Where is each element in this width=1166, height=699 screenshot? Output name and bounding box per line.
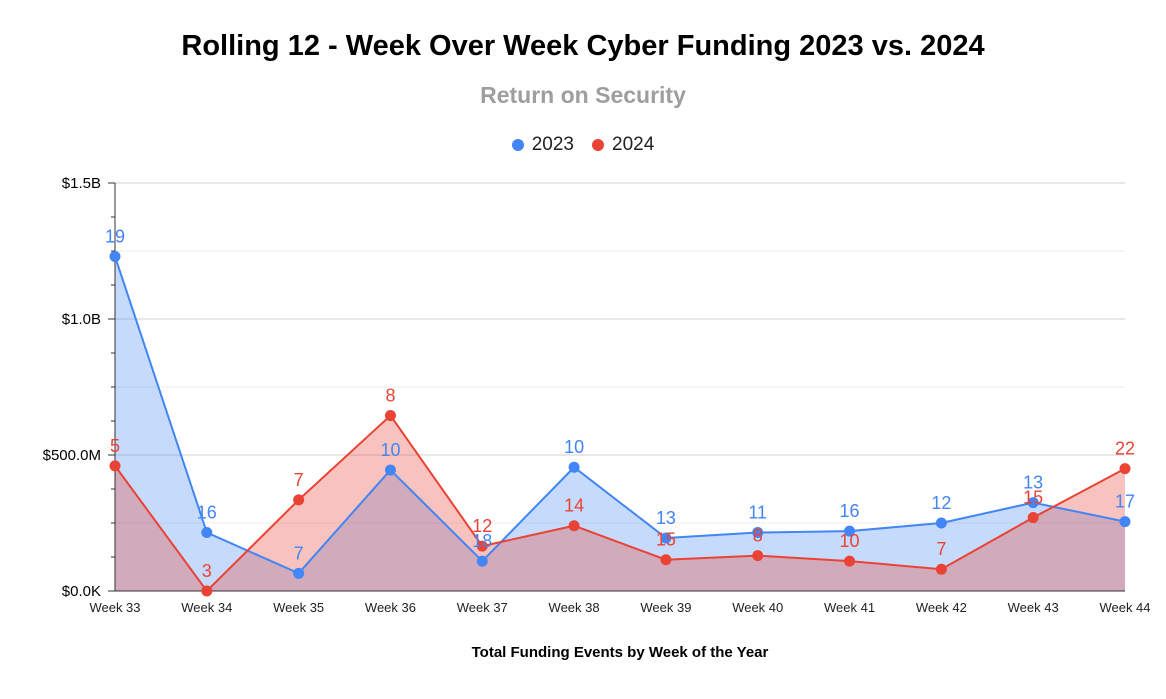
x-tick-label: Week 41 (824, 600, 875, 615)
y-tick-label: $0.0K (62, 583, 101, 600)
y-tick-label: $500.0M (43, 447, 101, 464)
data-label-2024: 5 (110, 436, 120, 456)
data-point-2024 (384, 410, 396, 422)
data-label-2024: 7 (936, 539, 946, 559)
data-point-2024 (476, 540, 488, 552)
data-label-2023: 13 (1023, 473, 1043, 493)
data-label-2024: 8 (753, 526, 763, 546)
data-label-2024: 15 (656, 530, 676, 550)
data-label-2024: 22 (1115, 439, 1135, 459)
x-axis-title: Total Funding Events by Week of the Year (471, 644, 769, 661)
x-tick-label: Week 44 (1099, 600, 1150, 615)
data-point-2024 (844, 555, 856, 567)
data-label-2023: 18 (472, 531, 492, 551)
data-label-2024: 3 (202, 561, 212, 581)
data-point-2023 (384, 464, 396, 476)
data-label-2024: 15 (1023, 488, 1043, 508)
data-point-2024 (1119, 463, 1131, 475)
data-label-2023: 19 (105, 226, 125, 246)
chart-subtitle: Return on Security (480, 82, 686, 108)
x-tick-label: Week 43 (1008, 600, 1059, 615)
data-label-2024: 7 (294, 470, 304, 490)
legend-marker-2024 (592, 139, 604, 151)
data-point-2023 (568, 461, 580, 473)
data-point-2023 (476, 555, 488, 567)
data-label-2023: 16 (197, 503, 217, 523)
chart-legend: 2023 2024 (0, 134, 1166, 156)
data-label-2023: 11 (748, 503, 767, 523)
data-point-2023 (844, 525, 856, 537)
data-label-2024: 10 (840, 531, 860, 551)
data-label-2023: 7 (294, 543, 304, 563)
data-label-2023: 10 (380, 440, 400, 460)
x-tick-label: Week 35 (273, 600, 324, 615)
data-label-2024: 12 (472, 516, 492, 536)
data-point-2024 (293, 494, 305, 506)
chart-title: Rolling 12 - Week Over Week Cyber Fundin… (181, 30, 985, 62)
data-label-2023: 10 (564, 437, 584, 457)
y-tick-label: $1.5B (62, 175, 101, 192)
data-label-2023: 12 (931, 493, 951, 513)
series-area-2023 (115, 256, 1125, 591)
data-point-2023 (201, 527, 213, 539)
data-point-2023 (935, 517, 947, 529)
series-line-2023 (114, 256, 1126, 575)
legend-marker-2023 (511, 139, 524, 151)
data-point-2023 (1027, 497, 1039, 509)
x-tick-label: Week 33 (89, 600, 140, 615)
legend-item-2024: 2024 (592, 134, 654, 156)
x-tick-label: Week 42 (916, 600, 967, 615)
x-tick-label: Week 40 (732, 600, 783, 615)
data-point-2024 (935, 563, 947, 575)
x-tick-label: Week 34 (181, 600, 232, 615)
data-point-2024 (109, 460, 121, 472)
x-tick-label: Week 38 (549, 600, 600, 615)
data-label-2023: 16 (840, 501, 860, 521)
x-tick-label: Week 36 (365, 600, 416, 615)
data-label-2024: 8 (385, 386, 395, 406)
series-area-2024 (115, 415, 1125, 591)
data-label-2024: 14 (564, 496, 584, 516)
data-label-2023: 17 (1115, 492, 1135, 512)
x-tick-label: Week 37 (457, 600, 508, 615)
legend-label-2023: 2023 (531, 134, 574, 155)
data-point-2024 (660, 554, 672, 566)
data-label-2023: 13 (656, 508, 676, 528)
legend-item-2023: 2023 (511, 134, 574, 156)
data-point-2024 (1027, 512, 1039, 524)
data-point-2024 (752, 550, 764, 562)
legend-label-2024: 2024 (612, 134, 655, 155)
series-line-2024 (114, 414, 1126, 593)
data-point-2023 (752, 527, 764, 539)
y-tick-label: $1.0B (62, 311, 101, 328)
data-point-2023 (660, 532, 672, 544)
data-point-2024 (201, 585, 213, 597)
data-point-2023 (109, 250, 121, 262)
data-point-2023 (293, 567, 305, 579)
x-tick-label: Week 39 (640, 600, 691, 615)
data-point-2023 (1119, 516, 1131, 528)
data-point-2024 (568, 520, 580, 532)
